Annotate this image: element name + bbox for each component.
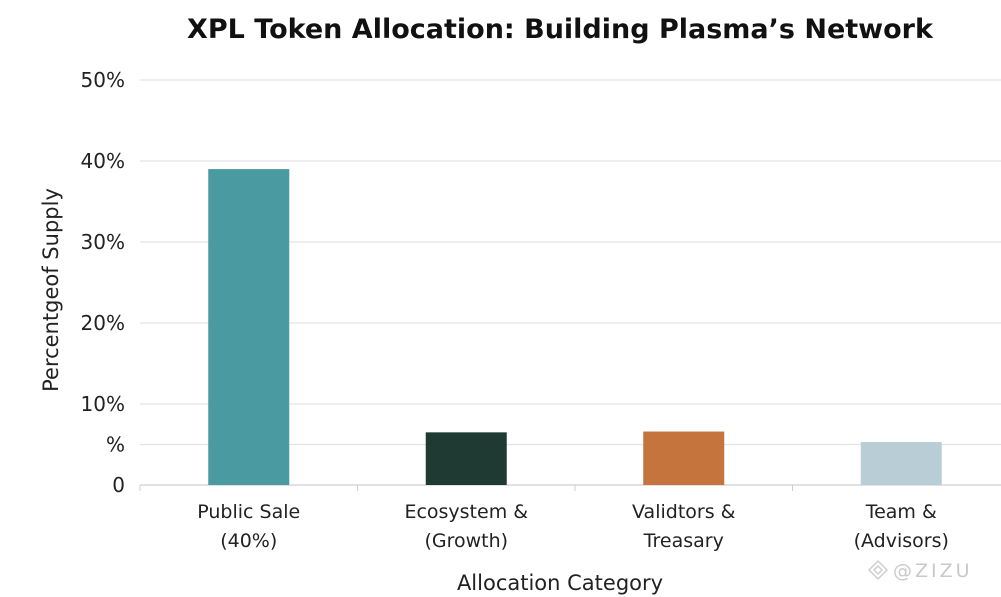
y-tick-label: 10% — [81, 392, 125, 416]
bars — [208, 169, 942, 485]
bar — [425, 432, 507, 485]
x-tick-label: (Growth) — [424, 530, 508, 552]
x-tick-label: (40%) — [220, 530, 277, 552]
x-tick-label: Public Sale — [197, 501, 300, 523]
x-axis-label: Allocation Category — [457, 571, 663, 595]
x-tick-labels: Public Sale (40%) Ecosystem & (Growth) Valid… — [139, 485, 949, 552]
y-tick-labels: 50% 40% 30% 20% 10%% 0 — [81, 68, 125, 497]
x-tick-label: Team & — [865, 501, 937, 523]
chart-title: XPL Token Allocation: Building Plasma’s … — [187, 14, 934, 45]
watermark: @ZIZU — [867, 559, 973, 582]
y-tick-label: % — [106, 433, 125, 457]
y-tick-label: 30% — [81, 230, 125, 254]
x-tick-label: Ecosystem & — [404, 501, 528, 523]
bar — [643, 431, 725, 485]
bar — [208, 169, 290, 485]
x-tick-label: (Advisors) — [854, 530, 949, 552]
watermark-text: @ZIZU — [893, 560, 973, 582]
y-axis-label: Percentgeof Supply — [39, 188, 63, 392]
x-tick-label: Treasary — [643, 530, 724, 552]
y-tick-label: 20% — [81, 311, 125, 335]
y-tick-label: 0 — [112, 473, 125, 497]
y-tick-label: 50% — [81, 68, 125, 92]
y-tick-label: 40% — [81, 149, 125, 173]
bar — [860, 442, 942, 485]
diamond-logo-icon — [867, 559, 889, 581]
x-tick-label: Validtors & — [632, 501, 736, 523]
